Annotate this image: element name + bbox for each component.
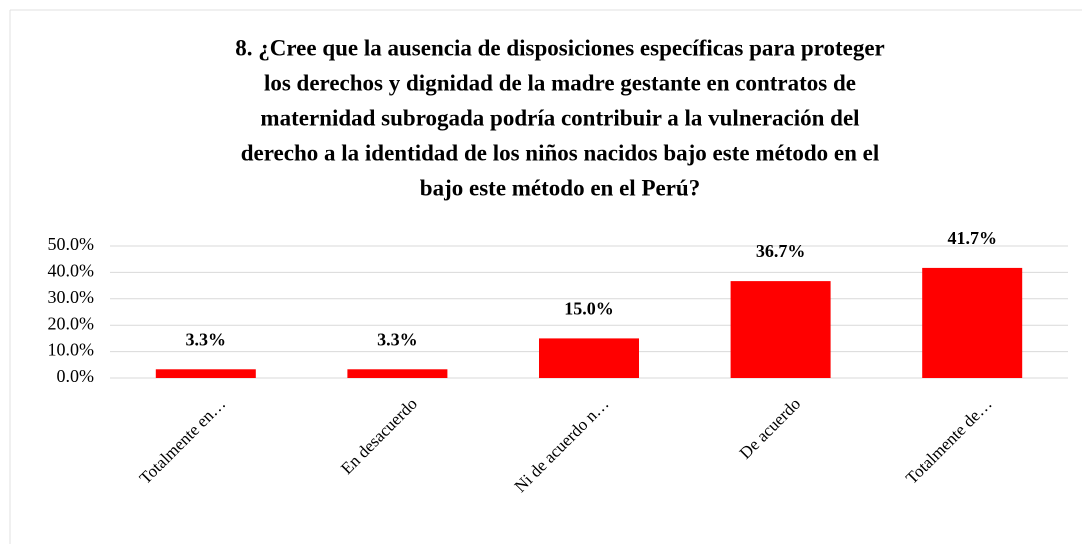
bar	[730, 281, 831, 378]
data-label: 15.0%	[564, 299, 614, 319]
y-tick-label: 10.0%	[48, 340, 95, 360]
data-label: 41.7%	[947, 228, 997, 248]
y-tick-label: 20.0%	[48, 313, 95, 333]
y-tick-label: 40.0%	[48, 261, 95, 281]
chart-title: derecho a la identidad de los niños naci…	[241, 140, 880, 165]
y-tick-label: 50.0%	[48, 234, 95, 254]
chart-title: maternidad subrogada podría contribuir a…	[260, 105, 859, 130]
y-tick-label: 30.0%	[48, 287, 95, 307]
data-label: 36.7%	[756, 241, 806, 261]
chart-title: bajo este método en el Perú?	[420, 175, 700, 200]
bar	[922, 267, 1023, 378]
bar	[539, 338, 639, 378]
data-label: 3.3%	[377, 329, 418, 349]
bar	[155, 369, 256, 378]
data-label: 3.3%	[186, 329, 227, 349]
chart-title: 8. ¿Cree que la ausencia de disposicione…	[235, 35, 885, 60]
bar	[347, 369, 448, 378]
y-tick-label: 0.0%	[57, 366, 95, 386]
chart-title: los derechos y dignidad de la madre gest…	[264, 70, 856, 95]
